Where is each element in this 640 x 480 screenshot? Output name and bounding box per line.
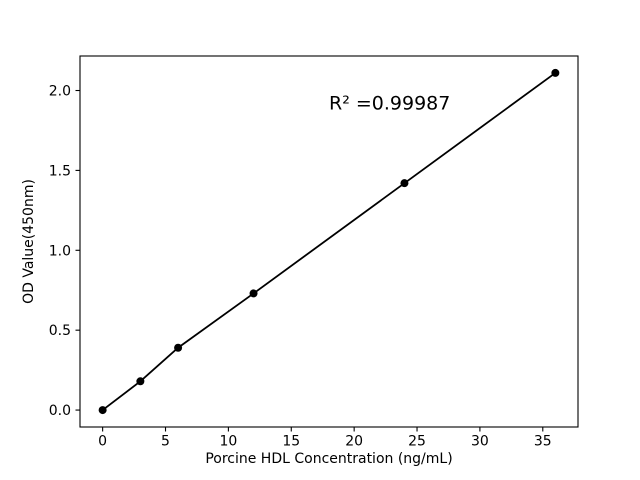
x-axis-ticks: 0 5 10 15 20 25 30 35	[98, 427, 552, 450]
data-point-marker	[400, 179, 409, 188]
x-tick-label: 25	[408, 434, 426, 450]
data-points	[98, 68, 560, 415]
data-point-marker	[249, 289, 258, 298]
y-tick-label: 0.5	[49, 323, 71, 339]
y-tick-label: 2.0	[49, 84, 71, 100]
y-tick-label: 0.0	[49, 403, 71, 419]
y-axis-label: OD Value(450nm)	[21, 179, 37, 304]
data-point-marker	[98, 406, 107, 415]
x-tick-label: 35	[534, 434, 552, 450]
data-point-marker	[136, 377, 145, 386]
x-tick-label: 10	[219, 434, 237, 450]
x-axis-label: Porcine HDL Concentration (ng/mL)	[205, 451, 452, 467]
y-tick-label: 1.5	[49, 163, 71, 179]
r-squared-annotation: R² =0.99987	[329, 93, 450, 115]
x-tick-label: 20	[345, 434, 363, 450]
y-tick-label: 1.0	[49, 243, 71, 259]
data-point-marker	[551, 68, 560, 77]
y-axis-ticks: 0.0 0.5 1.0 1.5 2.0	[49, 84, 80, 419]
fit-line	[102, 72, 556, 411]
data-point-marker	[174, 343, 183, 352]
x-tick-label: 15	[282, 434, 300, 450]
plot-area-border	[79, 55, 579, 428]
x-tick-label: 30	[471, 434, 489, 450]
x-tick-label: 5	[161, 434, 170, 450]
x-tick-label: 0	[98, 434, 107, 450]
